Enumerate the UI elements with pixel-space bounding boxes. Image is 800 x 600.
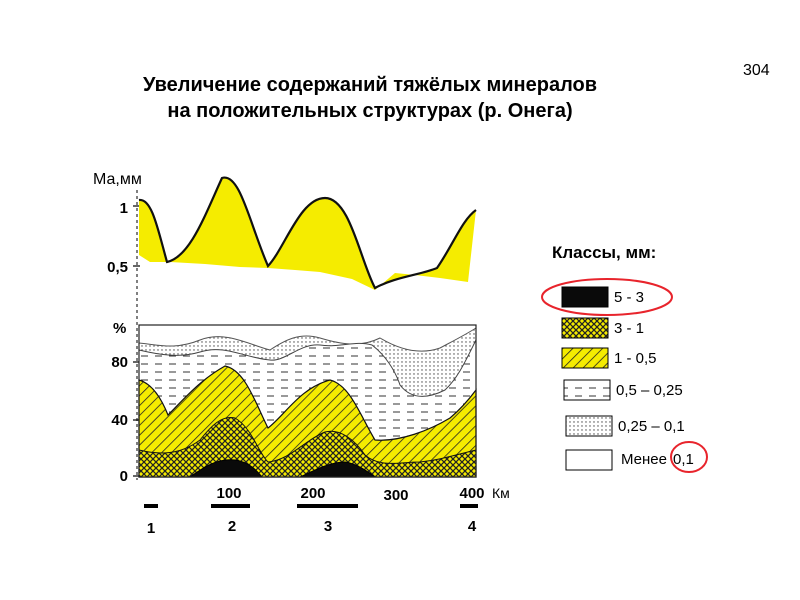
legend-label-value: 0,1 bbox=[673, 451, 694, 468]
bottom-chart-frame bbox=[138, 324, 477, 478]
legend-item-0-5-0-25: 0,5 – 0,25 bbox=[563, 379, 683, 401]
legend-label-0-5-0-25: 0,5 – 0,25 bbox=[616, 382, 683, 399]
legend-label-5-3: 5 - 3 bbox=[614, 289, 644, 306]
legend-label-3-1: 3 - 1 bbox=[614, 320, 644, 337]
structure-label-4: 4 bbox=[468, 518, 477, 535]
legend-item-3-1: 3 - 1 bbox=[561, 317, 644, 339]
legend-label-1-0-5: 1 - 0,5 bbox=[614, 350, 657, 367]
structure-label-3: 3 bbox=[324, 518, 332, 535]
legend-item-5-3: 5 - 3 bbox=[561, 286, 644, 308]
legend-swatch-diagonal bbox=[561, 347, 609, 369]
top-yellow-area bbox=[139, 177, 476, 290]
x-tick-label-400: 400 bbox=[459, 485, 484, 502]
bottom-tick-label-40: 40 bbox=[111, 412, 128, 429]
bottom-y-axis-label: % bbox=[113, 320, 126, 337]
title-line-1: Увеличение содержаний тяжёлых минералов bbox=[142, 74, 598, 96]
title-line-2: на положительных структурах (р. Онега) bbox=[167, 100, 573, 122]
highlight-circle-0-1 bbox=[670, 441, 708, 473]
legend-item-0-25-0-1: 0,25 – 0,1 bbox=[565, 415, 685, 437]
legend-item-1-0-5: 1 - 0,5 bbox=[561, 347, 657, 369]
legend-label-0-25-0-1: 0,25 – 0,1 bbox=[618, 418, 685, 435]
bottom-tick-label-0: 0 bbox=[120, 468, 128, 485]
structure-label-1: 1 bbox=[147, 520, 155, 537]
legend-item-less-0-1: Менее 0,1 bbox=[565, 449, 694, 471]
highlight-ellipse-5-3 bbox=[541, 278, 673, 316]
legend-swatch-black bbox=[561, 286, 609, 308]
structure-label-2: 2 bbox=[228, 518, 236, 535]
x-tick-label-300: 300 bbox=[383, 487, 408, 504]
top-tick-label-1: 1 bbox=[120, 200, 128, 217]
page-number: 304 bbox=[743, 62, 770, 79]
legend-title: Классы, мм: bbox=[552, 243, 656, 262]
layer-5-3 bbox=[188, 459, 377, 478]
top-curve bbox=[138, 176, 477, 290]
legend-swatch-blank bbox=[565, 449, 613, 471]
x-unit-label: Км bbox=[492, 485, 510, 501]
slide-title: Увеличение содержаний тяжёлых минералов … bbox=[100, 72, 640, 124]
legend-label-prefix: Менее bbox=[621, 451, 667, 468]
top-tick-label-0-5: 0,5 bbox=[107, 259, 128, 276]
x-tick-label-200: 200 bbox=[300, 485, 325, 502]
legend-swatch-crosshatch bbox=[561, 317, 609, 339]
x-tick-label-100: 100 bbox=[216, 485, 241, 502]
legend-swatch-dashes bbox=[563, 379, 611, 401]
bottom-tick-label-80: 80 bbox=[111, 354, 128, 371]
legend-swatch-dots bbox=[565, 415, 613, 437]
top-y-axis-label: Ма,мм bbox=[93, 171, 142, 188]
